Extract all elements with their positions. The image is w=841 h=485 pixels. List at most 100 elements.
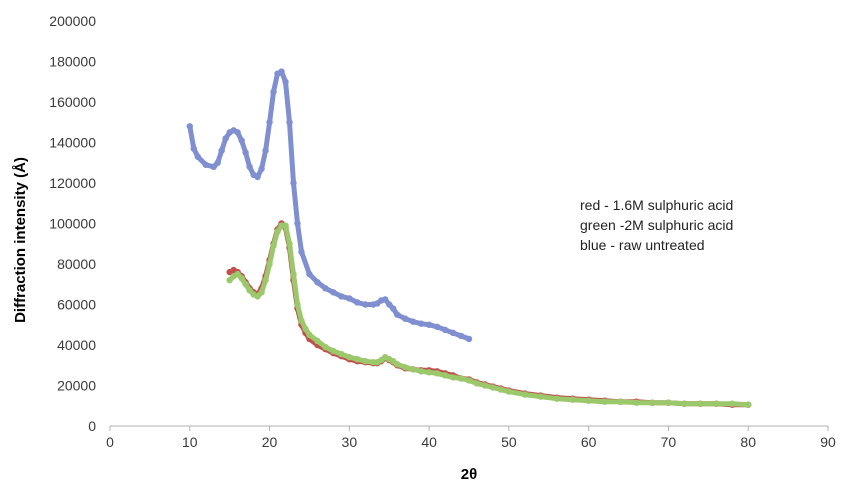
data-point [298, 317, 305, 324]
x-tick-label: 50 [501, 434, 517, 450]
y-tick-label: 40000 [57, 337, 96, 353]
x-tick-labels: 0 10 20 30 40 50 60 70 80 90 [106, 434, 836, 450]
annotation-red: red - 1.6M sulphuric acid [580, 197, 733, 213]
data-point [465, 335, 473, 343]
data-point [262, 147, 269, 154]
data-point [330, 289, 337, 296]
x-tick-label: 60 [581, 434, 597, 450]
data-point [186, 123, 193, 130]
data-point [302, 325, 309, 332]
data-point [433, 370, 441, 377]
data-point [401, 364, 409, 371]
data-point [697, 400, 704, 407]
annotation-green: green -2M sulphuric acid [580, 217, 733, 233]
annotation-box: red - 1.6M sulphuric acid green -2M sulp… [580, 197, 733, 253]
data-point [238, 274, 245, 282]
series-band [187, 69, 472, 342]
data-point [382, 296, 389, 303]
data-point [262, 277, 269, 284]
data-point [294, 220, 301, 227]
series-0 [186, 68, 473, 343]
y-tick-label: 140000 [49, 135, 96, 151]
data-point [282, 222, 289, 229]
data-point [246, 163, 253, 170]
y-tick-label: 180000 [49, 54, 96, 70]
data-point [617, 398, 624, 405]
x-tick-label: 40 [421, 434, 437, 450]
data-point [246, 287, 253, 294]
data-point [266, 119, 273, 126]
x-tick-label: 30 [342, 434, 358, 450]
data-point [681, 400, 688, 407]
y-tick-label: 100000 [49, 216, 96, 232]
data-point [194, 153, 201, 160]
data-point [521, 391, 529, 398]
y-tick-label: 200000 [49, 13, 96, 29]
x-tick-label: 10 [182, 434, 198, 450]
data-point [294, 301, 301, 308]
data-point [390, 305, 397, 312]
data-point [433, 323, 441, 330]
data-point [346, 353, 353, 361]
data-point [242, 281, 249, 288]
data-point [441, 372, 449, 379]
data-point [713, 400, 720, 407]
data-point [218, 147, 225, 154]
data-point [254, 293, 261, 300]
data-point [306, 331, 313, 339]
data-point [417, 368, 425, 375]
data-point [457, 375, 465, 382]
data-point [258, 165, 265, 173]
data-point [449, 374, 457, 381]
data-point [465, 377, 473, 384]
data-point [481, 382, 489, 389]
data-point [238, 137, 245, 144]
data-point [473, 380, 481, 387]
data-point [210, 163, 217, 170]
y-tick-label: 20000 [57, 378, 96, 394]
y-tick-labels: 0 20000 40000 60000 80000 100000 120000 140000 1… [49, 13, 96, 434]
data-point [226, 277, 233, 284]
data-point [282, 78, 289, 85]
data-point [314, 279, 321, 286]
x-tick-label: 70 [661, 434, 677, 450]
data-point [441, 326, 449, 334]
data-point [489, 384, 497, 391]
data-point [254, 173, 261, 181]
data-point [338, 293, 345, 300]
data-point [190, 145, 197, 152]
data-point [322, 343, 329, 351]
data-point [633, 399, 640, 406]
y-axis-title: Diffraction intensity (Å) [12, 157, 29, 323]
data-point [553, 395, 560, 402]
data-point [234, 129, 241, 136]
data-point [306, 270, 313, 278]
x-tick-label: 90 [820, 434, 836, 450]
data-point [290, 179, 297, 187]
x-axis-title: 2θ [461, 466, 477, 483]
data-point [234, 270, 241, 278]
data-point [270, 88, 277, 96]
data-point [286, 240, 293, 247]
series-2 [226, 222, 752, 408]
data-point [286, 119, 293, 126]
data-point [346, 295, 353, 302]
data-point [394, 361, 401, 368]
x-tick-marks [109, 426, 829, 431]
data-point [425, 369, 433, 376]
data-point [417, 320, 425, 327]
data-point [290, 270, 297, 278]
data-point [354, 355, 361, 363]
annotation-blue: blue - raw untreated [580, 237, 705, 253]
data-point [274, 228, 281, 235]
data-point [537, 393, 544, 400]
data-point [322, 285, 329, 292]
x-tick-label: 20 [262, 434, 278, 450]
data-point [409, 366, 417, 373]
data-point [242, 149, 249, 156]
data-point [425, 321, 433, 328]
data-point [222, 135, 229, 142]
data-point [362, 358, 369, 365]
data-point [585, 397, 592, 404]
